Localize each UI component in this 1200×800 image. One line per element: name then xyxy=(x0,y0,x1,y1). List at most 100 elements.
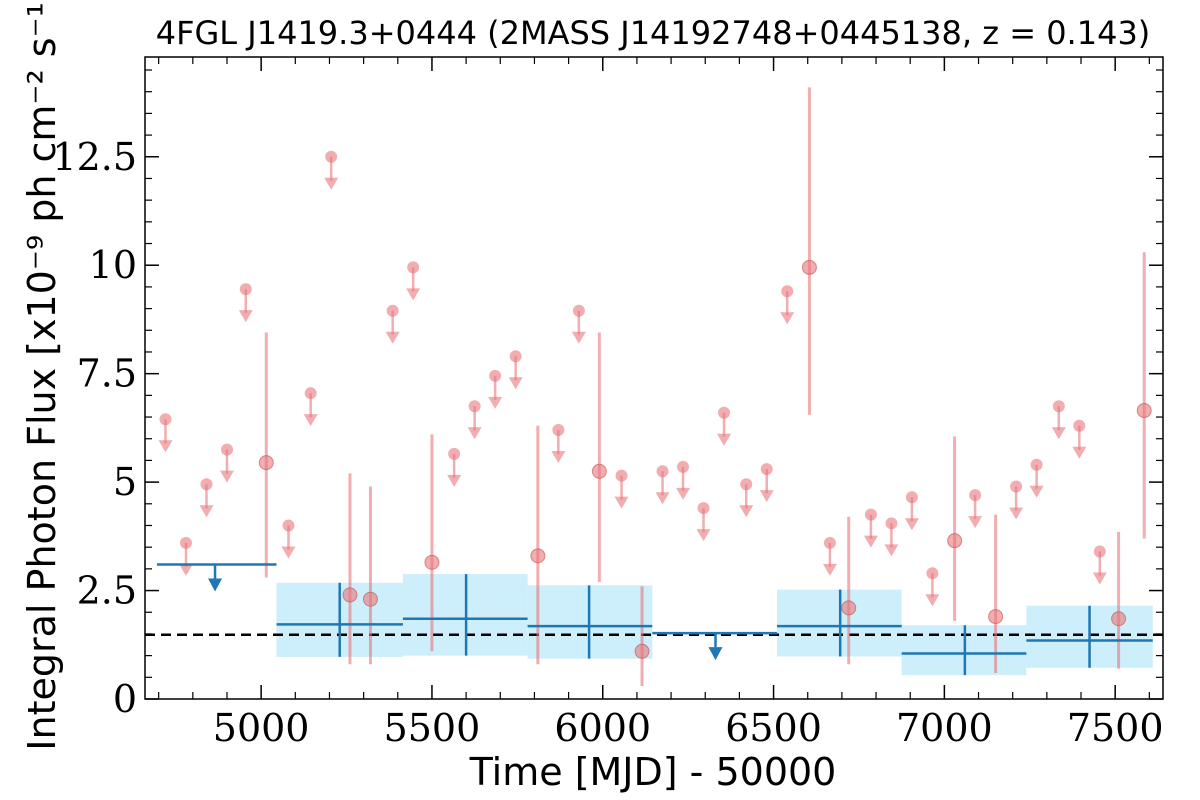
x-tick-label: 6000 xyxy=(554,706,651,750)
x-tick-label: 5000 xyxy=(213,706,310,750)
short-bin-upper-limit-point xyxy=(386,304,399,317)
short-bin-upper-limit-point xyxy=(760,463,773,476)
x-tick-label: 7500 xyxy=(1067,706,1164,750)
x-axis-label: Time [MJD] - 50000 xyxy=(469,750,837,794)
short-bin-upper-limit-point xyxy=(864,508,877,521)
short-bin-upper-limit-point xyxy=(905,491,918,504)
short-bin-point xyxy=(801,259,817,275)
short-bin-upper-limit-point xyxy=(179,536,192,549)
short-bin-upper-limit-arrow xyxy=(406,288,421,301)
short-bin-upper-limit-point xyxy=(697,502,710,515)
long-bin-upper-limit-arrow xyxy=(208,578,223,592)
short-bin-upper-limit-arrow xyxy=(968,516,983,529)
short-bin-upper-limit-point xyxy=(718,406,731,419)
short-bin-upper-limit-arrow xyxy=(199,505,214,518)
short-bin-upper-limit-point xyxy=(468,400,481,413)
short-bin-upper-limit-arrow xyxy=(780,312,795,325)
short-bin-upper-limit-point xyxy=(1030,458,1043,471)
short-bin-upper-limit-point xyxy=(677,460,690,473)
short-bin-upper-limit-arrow xyxy=(571,331,586,344)
short-bin-upper-limit-arrow xyxy=(822,563,837,576)
short-bin-upper-limit-point xyxy=(200,478,213,491)
short-bin-point xyxy=(530,548,546,564)
short-bin-upper-limit-arrow xyxy=(759,490,774,503)
short-bin-upper-limit-arrow xyxy=(1072,446,1087,459)
short-bin-upper-limit-arrow xyxy=(884,544,899,557)
short-bin-upper-limit-point xyxy=(509,350,522,363)
short-bin-upper-limit-arrow xyxy=(1051,427,1066,440)
short-bin-upper-limit-point xyxy=(656,465,669,478)
short-bin-upper-limit-arrow xyxy=(219,470,234,483)
short-bin-point xyxy=(1111,611,1127,627)
short-bin-point xyxy=(841,600,857,616)
short-bin-upper-limit-point xyxy=(572,304,585,317)
short-bin-upper-limit-arrow xyxy=(655,492,670,505)
short-bin-point xyxy=(362,591,378,607)
y-tick-label: 10 xyxy=(89,243,137,287)
short-bin-upper-limit-arrow xyxy=(925,594,940,607)
short-bin-upper-limit-arrow xyxy=(904,518,919,531)
short-bin-upper-limit-arrow xyxy=(551,451,566,464)
short-bin-upper-limit-point xyxy=(1052,400,1065,413)
short-bin-upper-limit-arrow xyxy=(739,505,754,518)
short-bin-point xyxy=(258,455,274,471)
y-tick-label: 5 xyxy=(113,460,137,504)
short-bin-upper-limit-point xyxy=(159,413,172,426)
x-tick-label: 7000 xyxy=(896,706,993,750)
short-bin-upper-limit-arrow xyxy=(303,414,318,427)
x-tick-label: 5500 xyxy=(384,706,481,750)
short-bin-upper-limit-point xyxy=(282,519,295,532)
short-bin-upper-limit-arrow xyxy=(158,440,173,453)
plot-area: 5000 5500 6000 6500 7000 7500 0 2.5 5 7.5 10 12.5 xyxy=(52,56,1164,750)
short-bin-upper-limit-point xyxy=(407,261,420,274)
short-bin-upper-limit-point xyxy=(239,283,252,296)
y-axis-label: Integral Photon Flux [x10⁻⁹ ph cm⁻² s⁻¹] xyxy=(20,0,64,751)
short-bin-upper-limit-point xyxy=(969,489,982,502)
short-bin-upper-limit-point xyxy=(1010,480,1023,493)
short-bin-upper-limit-arrow xyxy=(385,331,400,344)
short-bin-upper-limit-point xyxy=(740,478,753,491)
short-bin-upper-limit-point xyxy=(552,424,565,437)
short-bin-upper-limit-arrow xyxy=(1009,507,1024,520)
short-bin-upper-limit-arrow xyxy=(676,487,691,500)
short-bin-upper-limit-point xyxy=(448,447,461,460)
short-bin-upper-limit-arrow xyxy=(324,177,339,190)
short-bin-upper-limit-point xyxy=(489,369,502,382)
short-bin-upper-limit-point xyxy=(885,517,898,530)
short-bin-upper-limit-arrow xyxy=(1092,572,1107,585)
y-tick-label: 7.5 xyxy=(77,352,137,396)
short-bin-upper-limit-point xyxy=(1073,419,1086,432)
short-bin-upper-limit-point xyxy=(220,443,233,456)
short-bin-upper-limit-arrow xyxy=(488,396,503,409)
short-bin-point xyxy=(947,533,963,549)
short-bin-point xyxy=(988,609,1004,625)
short-bin-point xyxy=(634,643,650,659)
chart-title: 4FGL J1419.3+0444 (2MASS J14192748+04451… xyxy=(156,14,1151,52)
short-bin-point xyxy=(591,463,607,479)
short-bin-upper-limit-point xyxy=(1093,545,1106,558)
short-bin-upper-limit-arrow xyxy=(1029,485,1044,498)
short-bin-upper-limit-point xyxy=(781,285,794,298)
long-bin-upper-limit-arrow xyxy=(708,647,723,661)
short-bin-upper-limit-point xyxy=(325,150,338,163)
short-bin-point xyxy=(342,587,358,603)
short-bin-upper-limit-arrow xyxy=(717,433,732,446)
short-bin-upper-limit-arrow xyxy=(696,529,711,542)
short-bin-upper-limit-arrow xyxy=(238,310,253,323)
short-bin-upper-limit-point xyxy=(304,387,317,400)
short-bin-upper-limit-arrow xyxy=(178,563,193,576)
y-tick-label: 12.5 xyxy=(52,135,137,179)
short-bin-upper-limit-point xyxy=(615,469,628,482)
short-bin-upper-limit-point xyxy=(926,567,939,580)
plot-frame xyxy=(144,56,1164,700)
short-bin-upper-limit-arrow xyxy=(614,496,629,509)
short-bin-upper-limit-point xyxy=(823,536,836,549)
short-bin-upper-limit-arrow xyxy=(281,546,296,559)
short-bin-upper-limit-arrow xyxy=(863,535,878,548)
short-bin-upper-limit-arrow xyxy=(447,474,462,487)
y-tick-label: 2.5 xyxy=(77,569,137,613)
short-bin-upper-limit-arrow xyxy=(508,377,523,390)
short-bin-upper-limit-arrow xyxy=(467,427,482,440)
